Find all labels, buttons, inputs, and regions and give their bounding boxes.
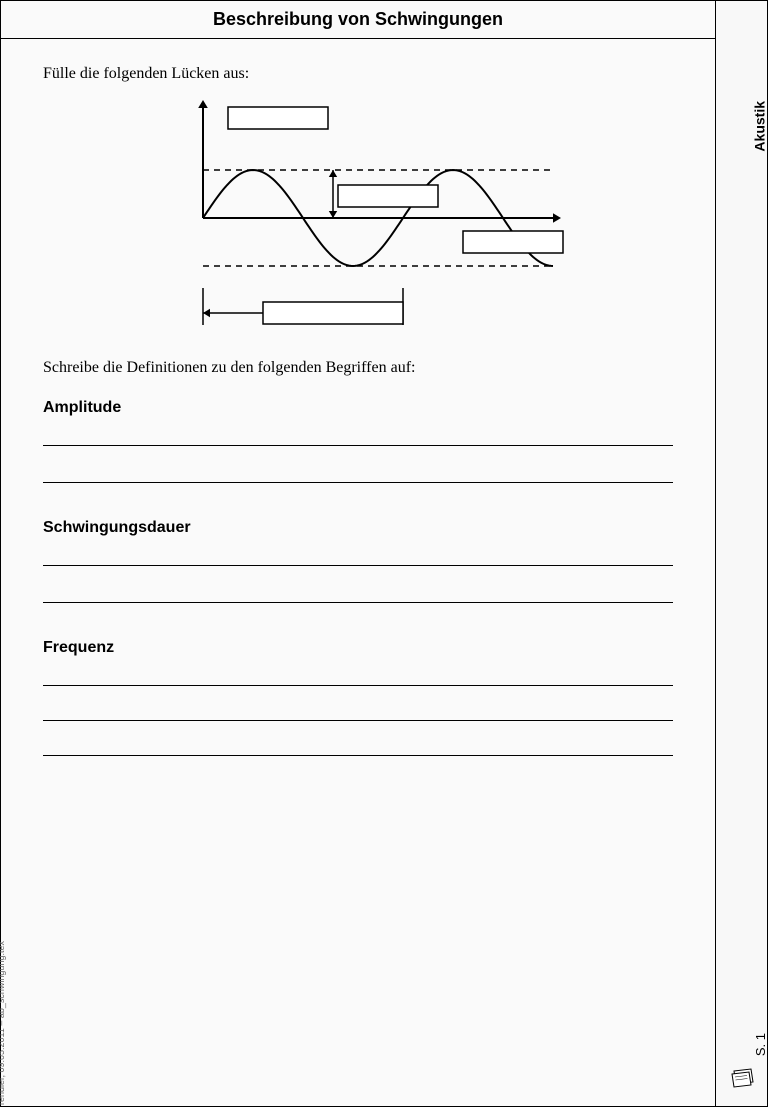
fill-blanks-instruction: Fülle die folgenden Lücken aus:	[43, 65, 673, 83]
sidebar: Akustik S. 1	[716, 0, 768, 1107]
content-area: Fülle die folgenden Lücken aus: Schreibe…	[1, 39, 715, 756]
footer-source: rendler, 09.05.2011 – ab_schwingung.tex	[0, 941, 6, 1105]
writing-line[interactable]	[43, 602, 673, 603]
wave-diagram	[43, 93, 673, 343]
term-frequenz: Frequenz	[43, 639, 673, 657]
page-number: S. 1	[753, 1033, 768, 1056]
writing-line[interactable]	[43, 565, 673, 566]
write-defs-instruction: Schreibe die Definitionen zu den folgend…	[43, 359, 673, 377]
writing-line[interactable]	[43, 755, 673, 756]
paper-stack-icon	[731, 1068, 757, 1096]
category-label: Akustik	[752, 101, 768, 152]
term-schwingungsdauer: Schwingungsdauer	[43, 519, 673, 537]
term-amplitude: Amplitude	[43, 399, 673, 417]
page-title: Beschreibung von Schwingungen	[1, 1, 715, 39]
writing-line[interactable]	[43, 445, 673, 446]
writing-line[interactable]	[43, 720, 673, 721]
writing-line[interactable]	[43, 685, 673, 686]
writing-line[interactable]	[43, 482, 673, 483]
